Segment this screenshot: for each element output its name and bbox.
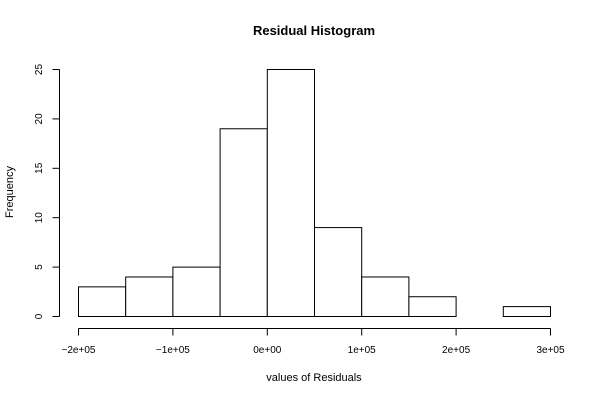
x-axis-label: values of Residuals xyxy=(266,372,362,384)
x-tick-label-0: −2e+05 xyxy=(62,345,96,356)
y-axis-label: Frequency xyxy=(4,166,16,218)
chart-title: Residual Histogram xyxy=(253,23,375,38)
x-axis: −2e+05 −1e+05 0e+00 1e+05 2e+05 3e+05 xyxy=(62,328,565,356)
x-tick-label-4: 2e+05 xyxy=(442,345,471,356)
histogram-bar-9 xyxy=(502,306,551,317)
y-tick-label-5: 25 xyxy=(34,64,45,76)
x-tick-label-3: 1e+05 xyxy=(348,345,377,356)
bars-group xyxy=(78,69,551,318)
x-tick-label-1: −1e+05 xyxy=(156,345,190,356)
x-tick-label-5: 3e+05 xyxy=(536,345,565,356)
histogram-bar-2 xyxy=(172,266,221,318)
y-tick-label-3: 15 xyxy=(34,162,45,174)
histogram-bar-0 xyxy=(78,286,127,317)
y-tick-label-4: 20 xyxy=(34,113,45,125)
y-tick-label-0: 0 xyxy=(34,313,45,319)
y-tick-label-2: 10 xyxy=(34,212,45,224)
histogram-bar-3 xyxy=(219,128,268,317)
histogram-bar-4 xyxy=(266,69,315,317)
histogram-bar-6 xyxy=(361,276,410,318)
histogram-bar-1 xyxy=(125,276,174,318)
histogram-bar-7 xyxy=(408,296,457,317)
y-axis: 0 5 10 15 20 25 xyxy=(34,64,60,319)
histogram-bar-5 xyxy=(314,227,363,317)
x-tick-label-2: 0e+00 xyxy=(253,345,282,356)
y-tick-label-1: 5 xyxy=(34,264,45,270)
